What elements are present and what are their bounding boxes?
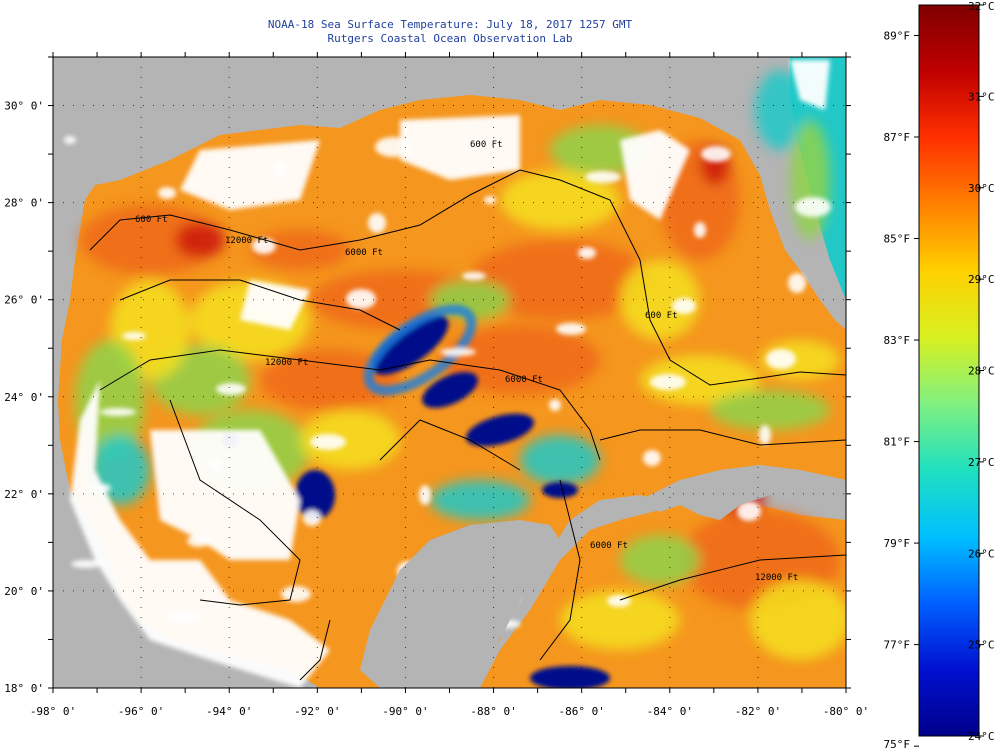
depth-contour (599, 429, 846, 446)
celsius-tick-label: 32°C (968, 0, 995, 13)
latitude-tick-label: 26° 0' (4, 294, 44, 307)
depth-contour (299, 619, 331, 681)
cuba-land (640, 465, 846, 520)
depth-contour (169, 399, 301, 606)
depth-contour (619, 554, 846, 601)
fahrenheit-tick-label: 83°F (884, 334, 911, 347)
depth-contour (119, 279, 401, 331)
colorbar-celsius-labels: 32°C 31°C 30°C 29°C 28°C 27°C 26°C 25°C 24°C (968, 0, 995, 743)
celsius-tick-label: 26°C (968, 547, 995, 560)
celsius-tick-label: 27°C (968, 456, 995, 469)
colorbar-fahrenheit-labels: 89°F 87°F 85°F 83°F 81°F 79°F 77°F 75°F (884, 29, 919, 751)
longitude-tick-label: -82° 0' (735, 705, 781, 718)
latitude-tick-label: 30° 0' (4, 100, 44, 113)
depth-contour (539, 479, 581, 661)
latitude-tick-label: 28° 0' (4, 197, 44, 210)
fahrenheit-tick-label: 77°F (884, 639, 911, 652)
contour-label: 12000 Ft (755, 573, 798, 583)
fahrenheit-tick-label: 89°F (884, 29, 911, 42)
contour-label: 12000 Ft (225, 236, 268, 246)
map-subtitle: Rutgers Coastal Ocean Observation Lab (327, 32, 573, 45)
longitude-tick-label: -92° 0' (294, 705, 340, 718)
fahrenheit-tick-label: 85°F (884, 233, 911, 246)
celsius-tick-label: 29°C (968, 273, 995, 286)
latitude-tick-label: 24° 0' (4, 391, 44, 404)
contour-label: 600 Ft (470, 140, 503, 150)
depth-contour (379, 419, 521, 471)
depth-contour (99, 349, 601, 461)
longitude-tick-label: -94° 0' (206, 705, 252, 718)
contour-label: 6000 Ft (345, 248, 383, 258)
latitude-tick-label: 18° 0' (4, 682, 44, 695)
longitude-tick-label: -80° 0' (823, 705, 869, 718)
fahrenheit-tick-label: 81°F (884, 436, 911, 449)
fahrenheit-tick-label: 79°F (884, 537, 911, 550)
longitude-tick-label: -90° 0' (382, 705, 428, 718)
celsius-tick-label: 28°C (968, 365, 995, 378)
longitude-tick-label: -88° 0' (470, 705, 516, 718)
celsius-tick-label: 25°C (968, 639, 995, 652)
latitude-tick-label: 20° 0' (4, 585, 44, 598)
map-title: NOAA-18 Sea Surface Temperature: July 18… (267, 18, 633, 31)
latitude-axis: 18° 0' 20° 0' 22° 0' 24° 0' 26° 0' 28° 0' 30° … (4, 56, 851, 695)
contour-label: 6000 Ft (505, 375, 543, 385)
depth-contour (89, 169, 846, 386)
celsius-tick-label: 31°C (968, 90, 995, 103)
contour-label: 12000 Ft (265, 358, 308, 368)
latitude-tick-label: 22° 0' (4, 488, 44, 501)
celsius-tick-label: 30°C (968, 182, 995, 195)
contour-label: 600 Ft (135, 215, 168, 225)
fahrenheit-tick-label: 87°F (884, 131, 911, 144)
contour-label: 6000 Ft (590, 541, 628, 551)
longitude-tick-label: -98° 0' (30, 705, 76, 718)
longitude-tick-label: -96° 0' (118, 705, 164, 718)
longitude-tick-label: -84° 0' (647, 705, 693, 718)
longitude-tick-label: -86° 0' (558, 705, 604, 718)
fahrenheit-tick-label: 75°F (884, 738, 911, 751)
celsius-tick-label: 24°C (968, 730, 995, 743)
contour-label: 600 Ft (645, 311, 678, 321)
map-area: 600 Ft 600 Ft 6000 Ft 12000 Ft 12000 Ft 6000 … (53, 57, 846, 688)
yucatan-land (360, 520, 560, 688)
longitude-axis: -98° 0' -96° 0' -94° 0' -92° 0' -90° 0' -88° … (30, 52, 869, 718)
